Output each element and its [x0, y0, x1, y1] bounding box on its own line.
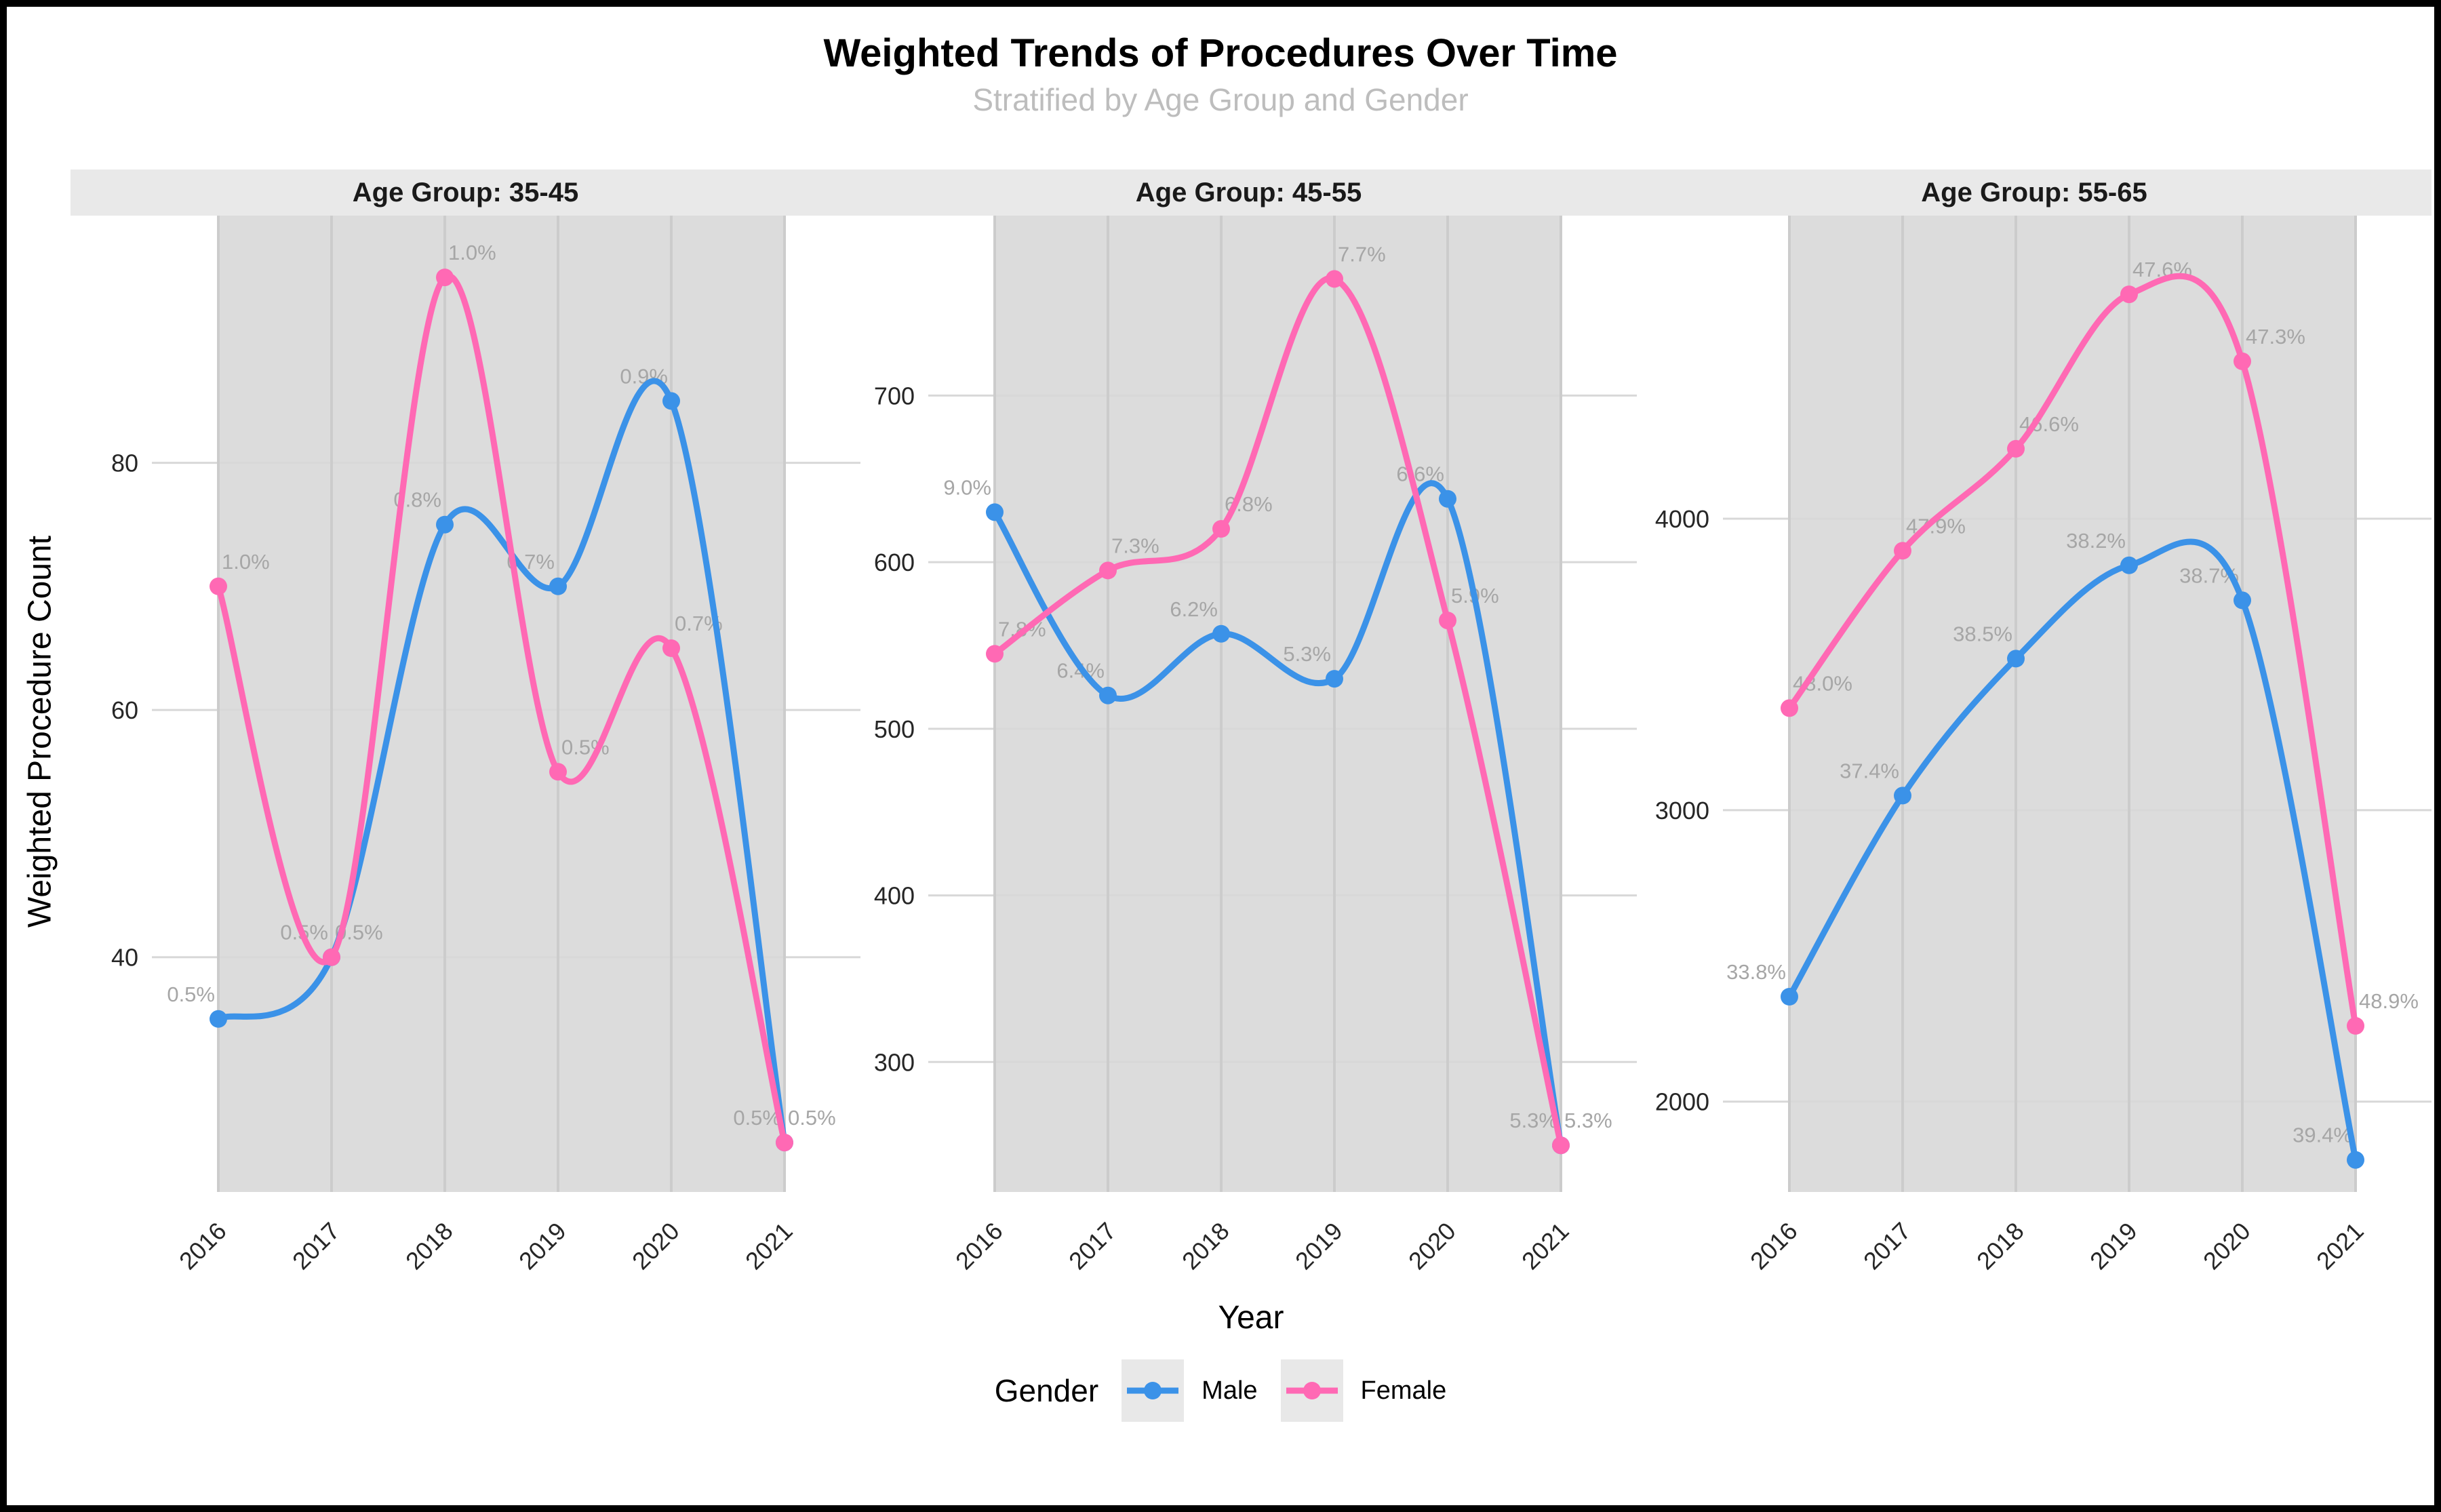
- svg-text:33.8%: 33.8%: [1726, 960, 1786, 984]
- svg-text:9.0%: 9.0%: [943, 476, 991, 500]
- svg-text:600: 600: [874, 549, 915, 576]
- chart-subtitle: Stratified by Age Group and Gender: [972, 81, 1469, 117]
- svg-text:38.5%: 38.5%: [1953, 622, 2012, 646]
- svg-text:2018: 2018: [400, 1217, 458, 1275]
- facet-panel: 33.8%37.4%38.5%38.2%38.7%39.4%48.0%47.9%…: [1655, 216, 2432, 1275]
- svg-text:2021: 2021: [740, 1217, 798, 1275]
- svg-text:2020: 2020: [627, 1217, 685, 1275]
- legend-label-female: Female: [1360, 1376, 1447, 1405]
- svg-text:40: 40: [111, 944, 138, 972]
- svg-text:38.2%: 38.2%: [2066, 529, 2126, 553]
- svg-text:2017: 2017: [1063, 1217, 1122, 1275]
- svg-text:0.5%: 0.5%: [167, 982, 215, 1006]
- legend-item-female: Female: [1280, 1359, 1447, 1423]
- svg-text:2016: 2016: [1745, 1217, 1803, 1275]
- svg-text:5.3%: 5.3%: [1564, 1109, 1612, 1132]
- svg-text:2020: 2020: [2198, 1217, 2256, 1275]
- y-axis-title-text: Weighted Procedure Count: [22, 536, 58, 928]
- facet-panel: 0.5%0.5%0.8%0.7%0.9%0.5%1.0%0.5%1.0%0.5%…: [111, 216, 860, 1275]
- svg-text:0.5%: 0.5%: [733, 1106, 781, 1130]
- svg-text:2000: 2000: [1655, 1088, 1709, 1116]
- x-axis-title: Year: [1218, 1300, 1284, 1336]
- svg-text:2017: 2017: [1858, 1217, 1916, 1275]
- female-line-marker-icon: [1286, 1382, 1338, 1400]
- svg-text:700: 700: [874, 382, 915, 410]
- svg-text:2017: 2017: [287, 1217, 345, 1275]
- svg-text:300: 300: [874, 1048, 915, 1076]
- facet-strip-label: Age Group: 35-45: [71, 170, 860, 216]
- svg-text:2021: 2021: [2311, 1217, 2369, 1275]
- legend: Gender Male Female: [7, 1359, 2434, 1423]
- legend-item-male: Male: [1122, 1359, 1258, 1423]
- svg-text:48.9%: 48.9%: [2359, 989, 2419, 1013]
- facet-age-55-65: Age Group: 55-65 33.8% 37.4% 38.5% 38.2% 38.…: [1637, 170, 2432, 1294]
- svg-text:47.3%: 47.3%: [2246, 325, 2305, 349]
- y-axis-title: Weighted Procedure Count: [9, 170, 71, 1294]
- chart-title: Weighted Trends of Procedures Over Time: [823, 31, 1618, 75]
- svg-text:500: 500: [874, 715, 915, 743]
- svg-text:2018: 2018: [1971, 1217, 2029, 1275]
- svg-text:2016: 2016: [950, 1217, 1008, 1275]
- svg-text:39.4%: 39.4%: [2293, 1123, 2352, 1147]
- svg-text:2020: 2020: [1403, 1217, 1461, 1275]
- svg-text:2019: 2019: [2084, 1217, 2143, 1275]
- svg-text:5.3%: 5.3%: [1283, 642, 1331, 666]
- legend-key-male: [1122, 1359, 1185, 1423]
- legend-label-male: Male: [1202, 1376, 1258, 1405]
- svg-text:2016: 2016: [174, 1217, 232, 1275]
- svg-text:7.7%: 7.7%: [1338, 243, 1386, 266]
- svg-text:4000: 4000: [1655, 505, 1709, 533]
- svg-text:2018: 2018: [1176, 1217, 1235, 1275]
- svg-text:7.3%: 7.3%: [1111, 534, 1159, 558]
- male-line-marker-icon: [1127, 1382, 1179, 1400]
- facet-panel: 9.0%6.4%6.2%5.3%6.6%5.3%7.8%7.3%6.8%7.7%…: [874, 216, 1637, 1275]
- facet-age-35-45: Age Group: 35-45 0.5% 0.5% 0.8% 0.7% 0.9% 0.5…: [71, 170, 860, 1294]
- svg-text:37.4%: 37.4%: [1840, 759, 1899, 783]
- svg-text:0.5%: 0.5%: [788, 1106, 836, 1130]
- facet-strip-label: Age Group: 55-65: [1637, 170, 2432, 216]
- svg-text:3000: 3000: [1655, 797, 1709, 824]
- svg-text:1.0%: 1.0%: [448, 241, 496, 264]
- svg-text:2019: 2019: [1290, 1217, 1348, 1275]
- svg-text:60: 60: [111, 696, 138, 724]
- plot-area: Weighted Procedure Count Age Group: 35-4…: [7, 170, 2434, 1294]
- svg-text:2019: 2019: [513, 1217, 572, 1275]
- svg-text:400: 400: [874, 882, 915, 910]
- facet-strip-label: Age Group: 45-55: [860, 170, 1637, 216]
- svg-text:1.0%: 1.0%: [222, 550, 270, 574]
- legend-key-female: [1280, 1359, 1343, 1423]
- svg-text:2021: 2021: [1516, 1217, 1574, 1275]
- svg-text:5.3%: 5.3%: [1509, 1109, 1557, 1132]
- svg-text:80: 80: [111, 450, 138, 477]
- facet-age-45-55: Age Group: 45-55 9.0% 6.4% 6.2% 5.3% 6.6% 5.3…: [860, 170, 1637, 1294]
- svg-text:6.2%: 6.2%: [1170, 597, 1218, 621]
- legend-title: Gender: [994, 1373, 1099, 1409]
